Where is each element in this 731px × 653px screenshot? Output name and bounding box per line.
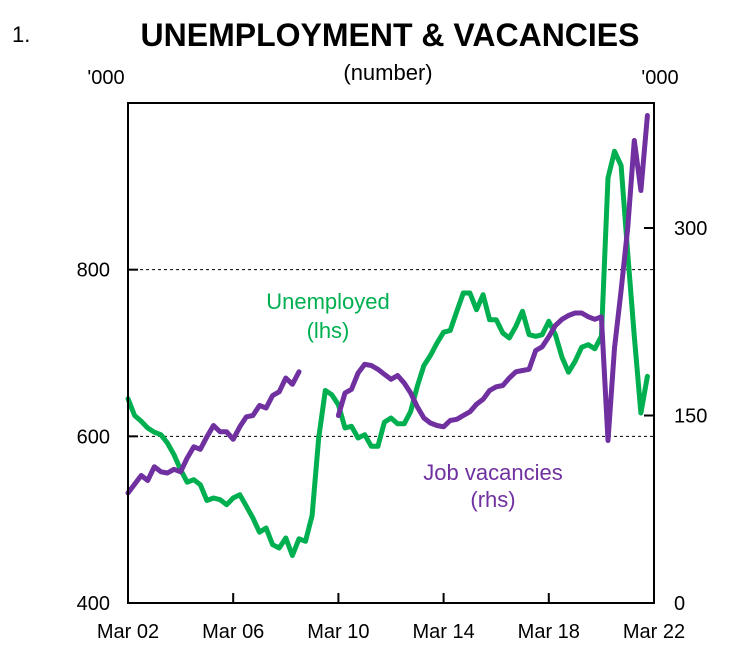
job-vacancies-line-1 bbox=[335, 113, 650, 443]
vacancies-label-line1: Job vacancies bbox=[423, 460, 562, 485]
unemployed-line bbox=[125, 148, 650, 558]
vacancies-label-line2: (rhs) bbox=[470, 487, 515, 512]
axes: Mar 02 Mar 06 Mar 10 Mar 14 Mar 18 Mar 22 400 6… bbox=[77, 218, 708, 643]
right-unit-label: '000 bbox=[641, 67, 678, 89]
chart-subtitle: (number) bbox=[343, 60, 432, 85]
right-tick-label-2: 300 bbox=[674, 218, 707, 240]
job-vacancies-line-0 bbox=[125, 369, 302, 496]
x-tick-label-3: Mar 14 bbox=[412, 621, 474, 643]
figure-number: 1. bbox=[12, 22, 30, 47]
x-tick-label-1: Mar 06 bbox=[202, 621, 264, 643]
left-unit-label: '000 bbox=[87, 67, 124, 89]
unemployed-label-line1: Unemployed bbox=[266, 289, 390, 314]
x-tick-label-4: Mar 18 bbox=[518, 621, 580, 643]
left-tick-label-0: 400 bbox=[77, 593, 110, 615]
right-tick-label-1: 150 bbox=[674, 406, 707, 428]
x-tick-label-2: Mar 10 bbox=[307, 621, 369, 643]
gridlines bbox=[128, 269, 654, 437]
series-layer bbox=[125, 113, 650, 558]
unemployed-label-line2: (lhs) bbox=[307, 318, 350, 343]
x-tick-label-0: Mar 02 bbox=[97, 621, 159, 643]
left-tick-label-1: 600 bbox=[77, 426, 110, 448]
right-tick-label-0: 0 bbox=[674, 593, 685, 615]
chart-title: UNEMPLOYMENT & VACANCIES bbox=[141, 17, 640, 53]
x-tick-label-5: Mar 22 bbox=[623, 621, 685, 643]
plot-frame bbox=[127, 102, 655, 604]
left-tick-label-2: 800 bbox=[77, 260, 110, 282]
